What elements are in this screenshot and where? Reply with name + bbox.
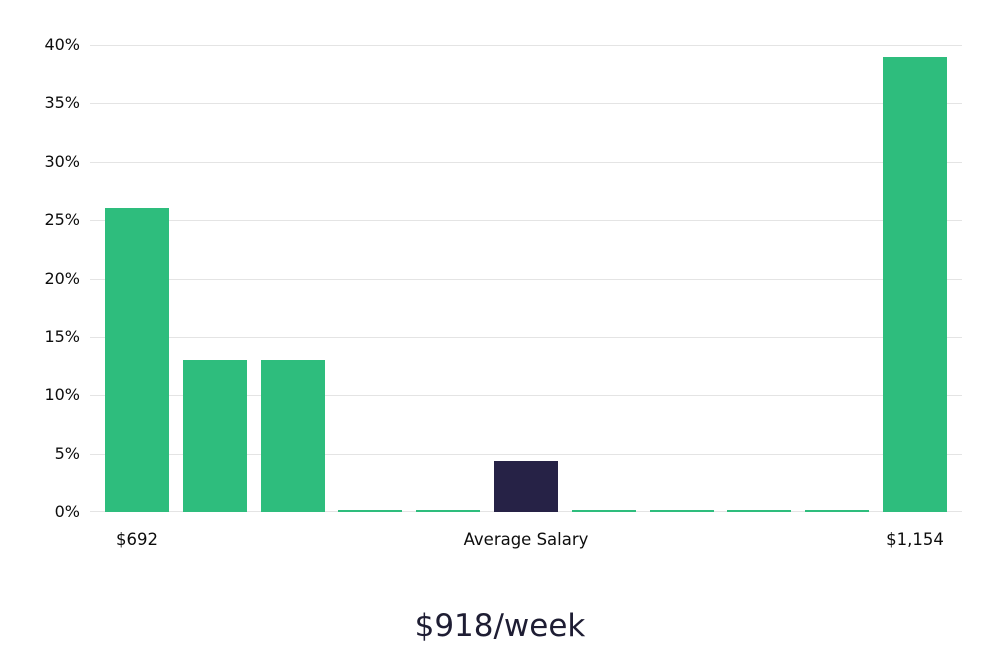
y-tick-label: 15% [44,326,80,346]
bar [649,509,714,512]
y-tick-label: 25% [44,210,80,230]
y-tick-label: 10% [44,385,80,405]
bars-container [90,45,962,512]
bar [571,509,636,512]
bar [727,509,792,512]
x-tick-label-average-salary: Average Salary [463,530,589,549]
bar [882,56,947,512]
x-tick-label-max-salary: $1,154 [886,530,944,549]
y-tick-label: 0% [54,502,80,521]
x-tick-label-min-salary: $692 [116,530,158,549]
bar [260,360,325,512]
gridline [90,45,962,46]
y-tick-label: 35% [44,93,80,113]
average-weekly-salary-title: $918/week [414,608,586,644]
y-tick-label: 5% [54,443,80,463]
gridline [90,278,962,280]
bar [416,509,481,512]
plot-area [90,45,962,512]
gridline [90,453,962,455]
gridline [90,161,962,163]
gridline [90,103,962,105]
bar-average-salary [493,460,558,512]
bar [182,360,247,512]
bar [338,509,403,512]
gridline [90,336,962,338]
bar [105,208,169,512]
y-tick-label: 20% [44,268,80,288]
gridline [90,220,962,222]
bar [805,509,870,512]
gridline [90,395,962,397]
y-tick-label: 30% [44,151,80,171]
y-tick-label: 40% [44,35,80,54]
